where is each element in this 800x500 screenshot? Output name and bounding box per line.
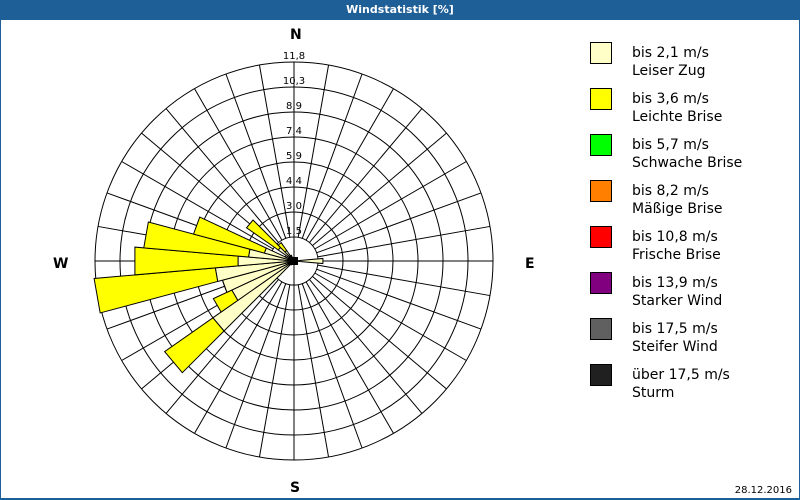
spoke-line (165, 279, 279, 414)
spoke-line (194, 88, 283, 241)
legend-swatch (590, 134, 612, 156)
window-title: Windstatistik [%] (0, 0, 800, 20)
spoke-line (194, 281, 283, 434)
legend-label: Sturm (632, 385, 675, 401)
legend-range: bis 5,7 m/s (632, 137, 709, 153)
legend-label: Schwache Brise (632, 155, 743, 171)
spoke-line (309, 108, 423, 243)
compass-east-label: E (525, 256, 535, 272)
wind-sector-bar (192, 216, 267, 254)
legend-label: Frische Brise (632, 247, 721, 263)
spoke-line (314, 272, 467, 361)
legend-label: Leichte Brise (632, 109, 723, 125)
legend-label: Steifer Wind (632, 339, 718, 355)
legend-range: bis 2,1 m/s (632, 45, 709, 61)
radial-tick-label: 7,4 (286, 126, 302, 137)
legend-swatch (590, 88, 612, 110)
spoke-line (258, 284, 291, 458)
wind-sector-bar (277, 241, 288, 253)
spoke-line (317, 264, 491, 297)
legend-label: Leiser Zug (632, 63, 706, 79)
spoke-line (305, 281, 394, 434)
wind-sector-bar (293, 257, 324, 265)
legend-swatch (590, 226, 612, 248)
legend-swatch (590, 318, 612, 340)
wind-sector-bar (245, 219, 282, 251)
radial-tick-label: 11,8 (283, 51, 305, 62)
spoke-line (316, 192, 482, 254)
spoke-line (301, 283, 363, 449)
legend-swatch (590, 272, 612, 294)
legend-range: bis 17,5 m/s (632, 321, 718, 337)
radial-tick-label: 5,9 (286, 151, 302, 162)
spoke-line (258, 64, 291, 238)
legend-swatch (590, 364, 612, 386)
radial-tick-label: 8,9 (286, 101, 302, 112)
spoke-line (297, 284, 330, 458)
legend-swatch (590, 42, 612, 64)
legend-label: Starker Wind (632, 293, 723, 309)
spoke-line (121, 161, 274, 250)
radial-tick-label: 3,0 (286, 201, 302, 212)
spoke-line (314, 161, 467, 250)
spoke-line (225, 73, 287, 239)
spoke-line (309, 279, 423, 414)
legend-range: über 17,5 m/s (632, 367, 730, 383)
legend-range: bis 13,9 m/s (632, 275, 718, 291)
radial-tick-label: 1,5 (286, 226, 302, 237)
spoke-line (225, 283, 287, 449)
compass-west-label: W (53, 256, 69, 272)
wind-sector-bar (143, 221, 251, 258)
legend-label: Mäßige Brise (632, 201, 723, 217)
radial-tick-label: 10,3 (283, 76, 305, 87)
spoke-line (297, 64, 330, 238)
legend-range: bis 3,6 m/s (632, 91, 709, 107)
legend-range: bis 10,8 m/s (632, 229, 718, 245)
compass-north-label: N (290, 27, 302, 43)
legend-swatch (590, 180, 612, 202)
spoke-line (301, 73, 363, 239)
spoke-line (317, 225, 491, 258)
spoke-line (305, 88, 394, 241)
wind-sector-bar (212, 289, 239, 313)
calm-marker (290, 257, 298, 265)
date-stamp: 28.12.2016 (734, 485, 792, 496)
spoke-line (312, 132, 447, 246)
wind-sector-bar (93, 267, 219, 314)
spoke-line (165, 108, 279, 243)
radial-tick-label: 4,4 (286, 176, 302, 187)
spoke-line (312, 276, 447, 390)
compass-south-label: S (290, 480, 301, 496)
legend-range: bis 8,2 m/s (632, 183, 709, 199)
spoke-line (316, 268, 482, 330)
wind-sector-bar (163, 317, 225, 374)
